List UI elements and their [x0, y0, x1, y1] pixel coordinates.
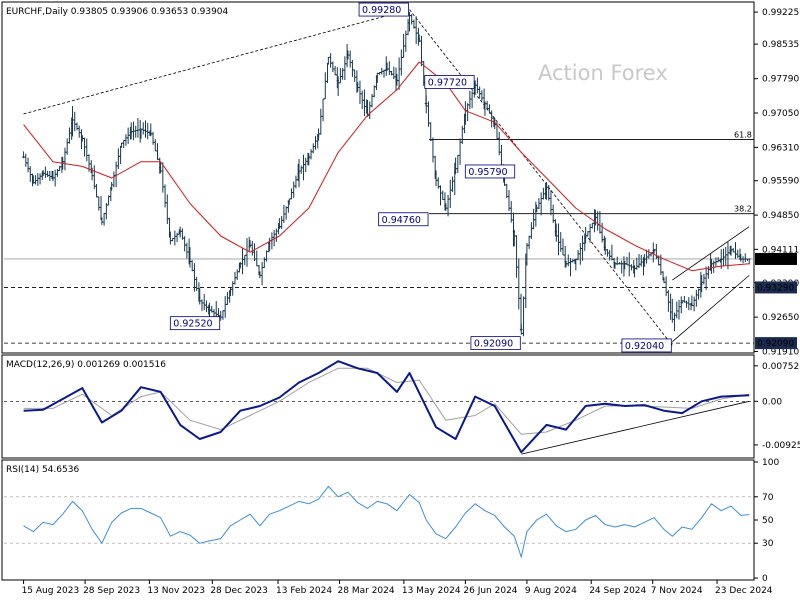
x-tick-label: 28 Mar 2024: [338, 586, 395, 596]
rsi-tick-label: 30: [762, 539, 774, 549]
x-tick-label: 13 Feb 2024: [276, 586, 332, 596]
low-label-bg: [755, 337, 797, 350]
trendline-long-term-uptrend: [23, 9, 410, 115]
macd-layer: 0.007526 0.00 -0.009252: [4, 360, 800, 455]
current-price-label: 0.93904: [757, 255, 794, 265]
low-label: 0.92090: [757, 339, 794, 349]
x-tick-label: 9 Aug 2024: [525, 586, 577, 596]
support-label-bg: [755, 281, 797, 294]
annotation-box: [424, 75, 475, 89]
price-tick-label: 0.91910: [762, 347, 799, 357]
x-tick-label: 13 Nov 2023: [147, 586, 205, 596]
current-price-label-bg: [755, 252, 797, 265]
support-label: 0.93290: [757, 283, 794, 293]
macd-line: [23, 360, 750, 454]
x-tick-label: 24 Sep 2024: [589, 586, 646, 596]
trendline-downtrend-from-high: [409, 9, 673, 346]
price-tick-label: 0.94111: [762, 245, 799, 255]
rsi-layer: 100 70 50 30 0: [4, 458, 779, 584]
x-tick-label: 15 Aug 2023: [22, 586, 80, 596]
price-tick-label: 0.97790: [762, 75, 799, 85]
x-axis: 15 Aug 2023 28 Sep 2023 13 Nov 2023 28 Dec …: [22, 580, 773, 596]
rsi-tick-label: 100: [762, 458, 779, 468]
fib-label: 61.8: [734, 130, 752, 139]
moving-average-line: [23, 61, 750, 272]
annotation-label: 0.92090: [474, 339, 513, 350]
watermark: Action Forex: [538, 61, 668, 85]
x-tick-label: 7 Nov 2024: [651, 586, 703, 596]
annotation-label: 0.92520: [173, 319, 212, 330]
price-panel: [1, 1, 755, 354]
annotation-box: [464, 164, 516, 179]
price-tick-label: 0.98535: [762, 40, 799, 50]
annotation-label: 0.92040: [625, 341, 664, 352]
annotation-box: [358, 2, 409, 17]
price-tick-label: 0.96310: [762, 143, 799, 153]
x-tick-label: 26 Jun 2024: [463, 586, 517, 596]
x-tick-label: 13 May 2024: [402, 586, 461, 596]
annotation-box: [169, 316, 221, 331]
price-title: EURCHF,Daily 0.93805 0.93906 0.93653 0.9…: [6, 7, 229, 17]
rsi-panel: [1, 459, 755, 581]
macd-tick-label: 0.007526: [762, 362, 800, 372]
rsi-tick-label: 70: [762, 493, 774, 503]
price-tick-label: 0.94850: [762, 211, 799, 221]
x-tick-label: 28 Sep 2023: [83, 586, 140, 596]
annotation-label: 0.97720: [428, 77, 467, 88]
annotation-box: [378, 212, 429, 227]
price-layer: 0.99225 0.98535 0.97790 0.97050 0.96310 0.955…: [4, 2, 799, 357]
price-tick-label: 0.97050: [762, 109, 799, 119]
price-tick-label: 0.99225: [762, 8, 799, 18]
macd-title: MACD(12,26,9) 0.001269 0.001516: [6, 360, 166, 370]
macd-trendline: [521, 400, 750, 455]
rsi-tick-label: 50: [762, 516, 774, 526]
annotation-box: [470, 336, 521, 351]
fib-label: 38.2: [734, 205, 752, 214]
annotation-label: 0.95790: [468, 167, 507, 178]
macd-tick-label: -0.009252: [762, 441, 800, 451]
annotation-label: 0.99280: [362, 5, 401, 16]
x-tick-label: 28 Dec 2023: [210, 586, 268, 596]
macd-tick-label: 0.00: [762, 397, 782, 407]
x-tick-label: 23 Dec 2024: [715, 586, 773, 596]
annotation-label: 0.94760: [382, 215, 421, 226]
rsi-line: [23, 485, 750, 558]
rsi-tick-label: 0: [762, 574, 768, 584]
rsi-title: RSI(14) 54.6536: [6, 465, 79, 475]
trendline-channel-lower: [672, 275, 750, 343]
price-tick-label: 0.95590: [762, 177, 799, 187]
annotation-box: [621, 338, 672, 353]
trendline-channel-upper: [672, 226, 750, 281]
price-tick-label: 0.92650: [762, 313, 799, 323]
